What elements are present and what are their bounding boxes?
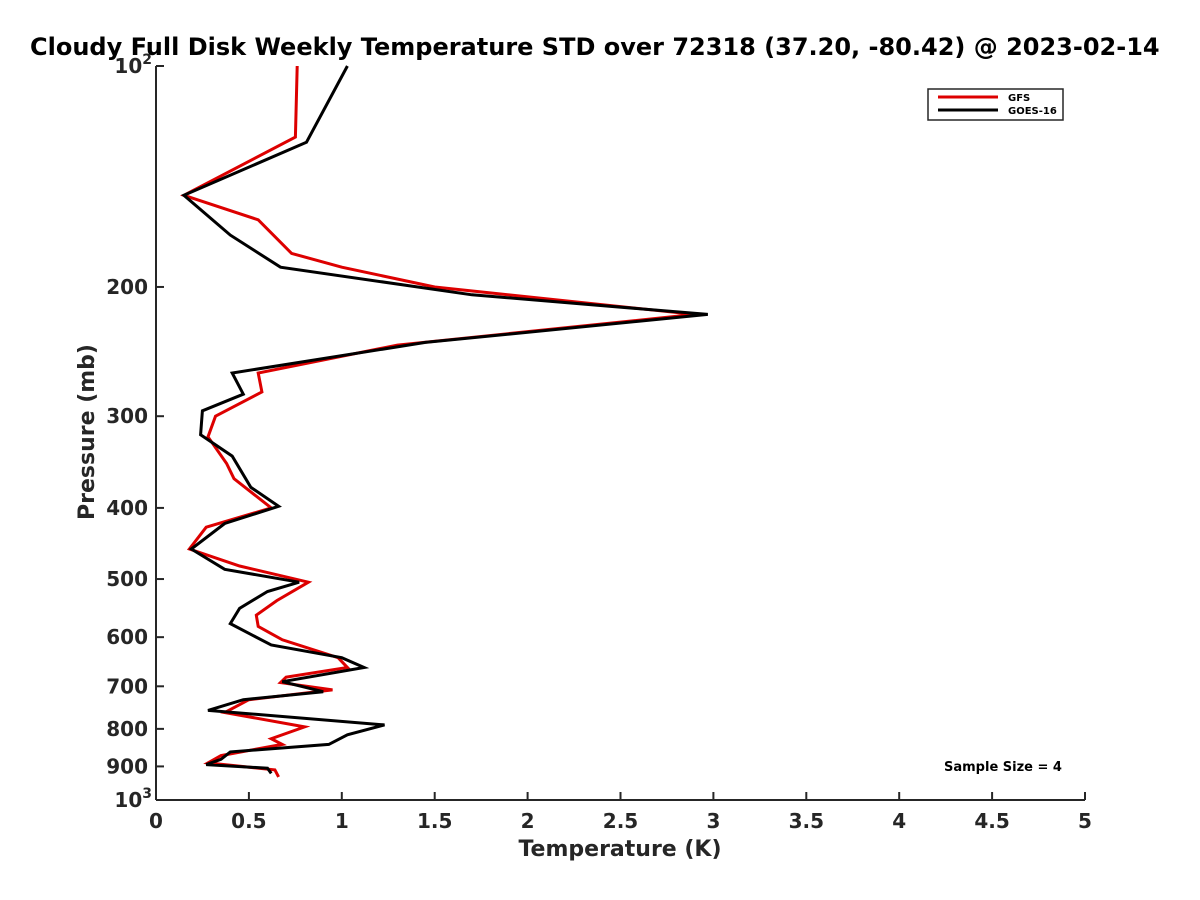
- x-tick-label: 4.5: [974, 809, 1009, 833]
- series-line-goes-16: [181, 65, 708, 775]
- y-tick-label: 600: [106, 625, 148, 649]
- legend-entry-label: GFS: [1008, 93, 1030, 104]
- x-tick-label: 0.5: [231, 809, 266, 833]
- y-tick-label: 300: [106, 404, 148, 428]
- x-tick-label: 3.5: [789, 809, 824, 833]
- x-tick-label: 5: [1078, 809, 1092, 833]
- x-tick-label: 2: [521, 809, 535, 833]
- series-layer: [180, 65, 708, 778]
- x-tick-label: 1.5: [417, 809, 452, 833]
- x-tick-label: 3: [706, 809, 720, 833]
- sample-size-annotation: Sample Size = 4: [944, 760, 1062, 775]
- series-line-gfs: [180, 65, 695, 778]
- x-tick-label: 4: [892, 809, 906, 833]
- x-tick-label: 0: [149, 809, 163, 833]
- legend-entry-label: GOES-16: [1008, 106, 1057, 117]
- legend-box: [927, 88, 1064, 121]
- x-tick-label: 2.5: [603, 809, 638, 833]
- y-tick-label: 400: [106, 496, 148, 520]
- y-tick-label: 800: [106, 717, 148, 741]
- legend: GFS GOES-16: [927, 88, 1064, 121]
- y-axis-label: Pressure (mb): [75, 344, 100, 520]
- y-tick-label: 700: [106, 674, 148, 698]
- chart-title: Cloudy Full Disk Weekly Temperature STD …: [30, 33, 1160, 61]
- x-axis-label: Temperature (K): [518, 837, 721, 862]
- y-tick-label: 500: [106, 567, 148, 591]
- axes-layer: 0 0.5 1 1.5 2 2.5 3 3.5 4 4.5 51022003004005006007…: [106, 52, 1092, 833]
- y-tick-label: 200: [106, 275, 148, 299]
- x-tick-label: 1: [335, 809, 349, 833]
- y-tick-label: 900: [106, 754, 148, 778]
